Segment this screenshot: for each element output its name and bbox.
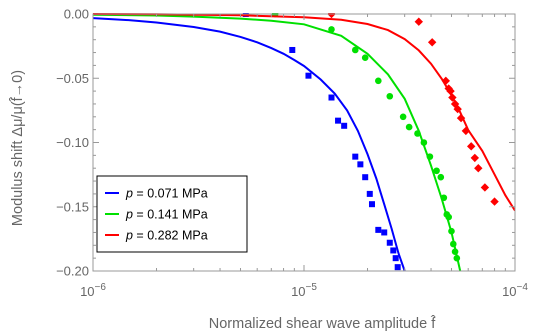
series-3-point xyxy=(444,84,453,93)
x-tick-label: 10−4 xyxy=(502,282,528,299)
series-2-point xyxy=(405,123,413,131)
series-3-point xyxy=(414,17,423,26)
series-1-point xyxy=(368,201,375,208)
x-tick-label: 10−5 xyxy=(291,282,317,299)
series-1-point xyxy=(381,229,388,236)
series-3-point xyxy=(446,86,455,96)
series-3-point xyxy=(461,126,471,136)
series-2-point xyxy=(433,167,440,175)
series-1-point xyxy=(366,190,373,197)
series-1-point xyxy=(386,239,393,246)
series-1-point xyxy=(390,247,397,254)
y-tick-label: 0.00 xyxy=(64,7,89,22)
series-3-point xyxy=(470,153,480,163)
series-2-point xyxy=(426,153,434,160)
series-group xyxy=(93,13,515,272)
y-tick-label: −0.10 xyxy=(56,135,89,150)
series-2-point xyxy=(386,92,394,100)
series-3-point xyxy=(427,38,437,47)
series-1-point xyxy=(362,174,369,181)
legend-label-2: p = 0.141 MPa xyxy=(125,208,208,222)
series-2-point xyxy=(448,227,455,235)
series-1-point xyxy=(392,255,399,262)
series-1-point xyxy=(352,153,359,160)
y-tick-label: −0.05 xyxy=(56,71,89,86)
series-2-point xyxy=(328,26,335,33)
series-2-point xyxy=(375,77,382,85)
series-1-point xyxy=(335,117,342,124)
plot-area xyxy=(93,13,515,272)
x-tick-label: 10−6 xyxy=(80,282,106,299)
series-1-point xyxy=(289,46,296,53)
legend-label-3: p = 0.282 MPa xyxy=(125,229,208,243)
series-3-point xyxy=(448,93,457,102)
series-3-point xyxy=(474,164,483,173)
series-2-point xyxy=(351,46,359,54)
series-3-point xyxy=(480,183,490,192)
legend: p = 0.071 MPa p = 0.141 MPa p = 0.282 MPa xyxy=(96,175,248,253)
series-2-point xyxy=(420,139,428,146)
series-1-point xyxy=(375,226,382,233)
series-2-point xyxy=(361,54,369,61)
series-1-point xyxy=(394,264,401,271)
series-2-point xyxy=(451,248,459,256)
series-3-fit-line xyxy=(93,13,515,212)
series-1-point xyxy=(357,161,364,168)
series-3-point xyxy=(490,197,499,206)
series-1-point xyxy=(328,94,335,101)
series-1-point xyxy=(305,72,312,79)
x-axis-label: Normalized shear wave amplitude f̂ xyxy=(209,315,436,332)
series-2-point xyxy=(445,213,452,221)
series-2-point xyxy=(399,113,407,121)
y-tick-label: −0.20 xyxy=(56,264,89,279)
series-2-point xyxy=(440,194,448,202)
series-2-point xyxy=(437,173,445,181)
series-3-point xyxy=(466,142,476,151)
legend-box xyxy=(96,175,248,253)
series-1-point xyxy=(341,122,348,129)
legend-label-1: p = 0.071 MPa xyxy=(125,187,208,201)
series-3-point xyxy=(441,76,451,86)
y-tick-label: −0.15 xyxy=(56,199,89,214)
series-1-fit-line xyxy=(93,17,406,272)
axes: 0.00 −0.05 −0.10 −0.15 −0.20 10−6 10−5 10−4 xyxy=(56,7,528,300)
series-3-point xyxy=(456,113,466,123)
series-2-point xyxy=(453,254,461,262)
series-2-point xyxy=(449,240,457,248)
series-2-point xyxy=(414,130,421,137)
y-axis-label: Modulus shift Δμ/μ(f̂→0) xyxy=(9,70,26,226)
series-3-point xyxy=(453,104,462,114)
series-2-fit-line xyxy=(93,13,462,272)
series-3-point xyxy=(450,99,460,109)
